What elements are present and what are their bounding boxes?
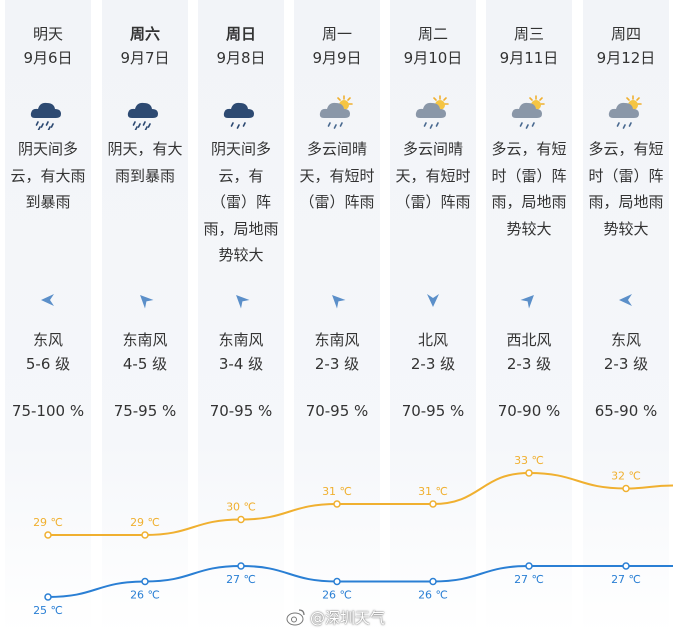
- day-date: 9月7日: [120, 49, 170, 67]
- wind-level: 4-5 级: [122, 355, 168, 373]
- weather-description-line: 阴天间多: [17, 140, 78, 158]
- day-date: 9月12日: [596, 49, 656, 67]
- day-date: 9月10日: [403, 49, 463, 67]
- weather-description: 多云，有短时（雷）阵雨，局地雨势较大: [578, 136, 673, 242]
- wind-info: 东南风 3-4 级: [193, 328, 289, 376]
- wind-info: 北风 2-3 级: [385, 328, 481, 376]
- wind-level: 5-6 级: [25, 355, 71, 373]
- wind-level: 2-3 级: [506, 355, 552, 373]
- weather-description-line: 云，有: [218, 166, 264, 185]
- sun-rain-cloud-icon: [509, 94, 549, 130]
- day-name: 周一: [321, 25, 352, 43]
- wind-direction-icon: [616, 290, 636, 310]
- weather-description-line: 雨，局地雨: [588, 193, 664, 211]
- weather-description-line: 时（雷）阵: [588, 166, 664, 185]
- day-name: 周六: [129, 25, 160, 43]
- weather-description: 多云间晴天，有短时 （雷）阵雨: [385, 136, 481, 216]
- weibo-watermark: @深圳天气: [286, 604, 385, 630]
- rain-cloud-icon: [221, 94, 261, 130]
- weather-description-line: 阴天，有大: [107, 140, 183, 158]
- wind-direction-icon: [423, 290, 443, 310]
- weather-description-line: 时（雷）阵: [491, 166, 567, 185]
- wind-info: 东风 5-6 级: [0, 328, 96, 376]
- wind-direction-icon: [519, 290, 539, 310]
- weather-description: 阴天间多云，有大雨到暴雨: [0, 136, 96, 216]
- weather-description-line: 雨到暴雨: [114, 166, 175, 185]
- sun-rain-cloud-icon: [413, 94, 453, 130]
- day-name: 周三: [513, 25, 544, 43]
- weather-description: 阴天间多云，有 （雷）阵雨，局地雨势较大: [193, 136, 289, 269]
- day-name: 明天: [32, 25, 63, 43]
- day-date: 9月9日: [312, 49, 362, 67]
- heavy-rain-cloud-icon: [125, 94, 165, 131]
- day-date: 9月8日: [216, 49, 266, 67]
- weather-description-line: 多云间晴: [402, 140, 463, 158]
- weather-description-line: 阴天间多: [210, 140, 271, 158]
- wind-direction-icon: [38, 290, 58, 310]
- weather-description-line: 天，有短时: [299, 166, 375, 185]
- weather-description-line: 到暴雨: [25, 193, 71, 211]
- humidity: 75-100 %: [11, 402, 85, 420]
- weather-description-line: 势较大: [218, 246, 264, 264]
- humidity: 70-95 %: [401, 402, 465, 420]
- humidity: 65-90 %: [594, 402, 658, 420]
- wind-direction: 西北风: [506, 331, 552, 349]
- day-date: 9月6日: [23, 49, 73, 67]
- wind-direction: 东南风: [122, 331, 168, 349]
- wind-level: 2-3 级: [410, 355, 456, 373]
- day-name: 周日: [225, 25, 256, 43]
- sun-rain-cloud-icon: [606, 94, 646, 130]
- wind-info: 东南风 2-3 级: [289, 328, 385, 376]
- wind-direction-icon: [231, 290, 251, 310]
- wind-direction-icon: [135, 290, 155, 310]
- wind-direction-icon: [327, 290, 347, 310]
- humidity: 70-95 %: [209, 402, 273, 420]
- weather-description-line: 多云间晴: [306, 140, 367, 158]
- weather-description-line: 势较大: [506, 219, 552, 238]
- wind-direction: 东风: [610, 331, 641, 349]
- wind-direction: 北风: [417, 331, 448, 349]
- weather-description-line: 云，有大雨: [10, 166, 86, 185]
- weather-description-line: 势较大: [603, 219, 649, 238]
- humidity: 75-95 %: [113, 402, 177, 420]
- wind-info: 西北风 2-3 级: [481, 328, 577, 376]
- wind-level: 2-3 级: [603, 355, 649, 373]
- weather-description-line: 雨，局地雨: [491, 193, 567, 211]
- weather-description-line: 雨，局地雨: [203, 219, 279, 238]
- weather-description-line: 天，有短时: [395, 166, 471, 185]
- wind-level: 2-3 级: [314, 355, 360, 373]
- weather-description-line: 多云，有短: [491, 140, 567, 158]
- day-name: 周二: [417, 25, 448, 43]
- wind-direction: 东南风: [314, 331, 360, 349]
- weather-description: 多云，有短时（雷）阵雨，局地雨势较大: [481, 136, 577, 242]
- weather-description: 阴天，有大雨到暴雨: [97, 136, 193, 189]
- humidity: 70-95 %: [305, 402, 369, 420]
- wind-direction: 东风: [32, 331, 63, 349]
- wind-level: 3-4 级: [218, 355, 264, 373]
- weather-description-line: （雷）阵雨: [299, 193, 375, 211]
- weather-description-line: （雷）阵: [210, 193, 271, 211]
- humidity: 70-90 %: [497, 402, 561, 420]
- wind-direction: 东南风: [218, 331, 264, 349]
- wind-info: 东风 2-3 级: [578, 328, 673, 376]
- heavy-rain-cloud-icon: [28, 94, 68, 131]
- weibo-logo-icon: [286, 609, 305, 626]
- sun-rain-cloud-icon: [317, 94, 357, 130]
- watermark-text: @深圳天气: [310, 608, 386, 627]
- weather-description-line: 多云，有短: [588, 140, 664, 158]
- day-name: 周四: [610, 25, 641, 43]
- day-date: 9月11日: [499, 49, 559, 67]
- weather-description: 多云间晴天，有短时 （雷）阵雨: [289, 136, 385, 216]
- wind-info: 东南风 4-5 级: [97, 328, 193, 376]
- weather-description-line: （雷）阵雨: [395, 193, 471, 211]
